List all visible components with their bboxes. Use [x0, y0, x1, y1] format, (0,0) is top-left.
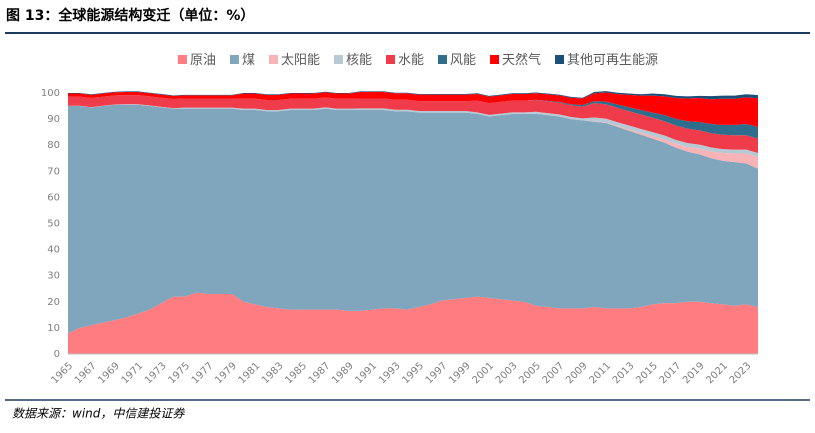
x-tick-label: 1987 [307, 360, 333, 386]
x-tick-label: 1973 [143, 360, 169, 386]
x-tick-label: 2013 [611, 360, 637, 386]
x-tick-label: 2007 [541, 360, 567, 386]
legend-label: 原油 [190, 53, 216, 68]
legend-swatch [490, 55, 500, 64]
x-tick-label: 1981 [237, 360, 263, 386]
y-tick-label: 100 [41, 88, 60, 99]
legend-swatch [177, 55, 187, 64]
y-tick-label: 20 [47, 297, 60, 308]
x-tick-label: 1975 [166, 360, 192, 386]
x-tick-label: 1999 [447, 360, 473, 386]
y-tick-label: 10 [47, 323, 60, 334]
y-tick-label: 50 [47, 219, 60, 230]
y-tick-label: 40 [47, 245, 60, 256]
x-tick-label: 2017 [658, 360, 684, 386]
area [68, 91, 758, 100]
x-tick-label: 1989 [330, 360, 356, 386]
x-tick-label: 1969 [96, 360, 122, 386]
legend-label: 核能 [346, 53, 372, 68]
x-tick-label: 1983 [260, 360, 286, 386]
x-tick-label: 1991 [354, 360, 380, 386]
x-tick-label: 2015 [634, 360, 660, 386]
legend-swatch [386, 55, 395, 64]
x-tick-label: 1985 [283, 360, 309, 386]
x-tick-label: 2023 [728, 360, 754, 386]
x-tick-label: 2003 [494, 360, 520, 386]
legend-swatch [333, 55, 343, 64]
x-tick-label: 1997 [424, 360, 450, 386]
legend-label: 风能 [450, 53, 476, 68]
x-tick-label: 1993 [377, 360, 403, 386]
x-tick-label: 2009 [564, 360, 590, 386]
x-tick-label: 1979 [213, 360, 239, 386]
y-tick-label: 0 [54, 349, 60, 360]
legend: 原油 煤 太阳能 核能 水能 风能 天然气 其他可再生能源 [177, 52, 658, 68]
y-tick-label: 80 [47, 140, 60, 151]
x-tick-label: 1971 [120, 360, 146, 386]
area [68, 292, 758, 354]
area [68, 95, 758, 154]
y-tick-label: 30 [47, 271, 60, 282]
legend-swatch [438, 55, 448, 64]
x-tick-label: 1965 [49, 360, 75, 386]
legend-label: 其他可再生能源 [567, 53, 658, 68]
x-tick-label: 2021 [704, 360, 730, 386]
legend-label: 太阳能 [281, 53, 320, 68]
figure-title: 图 13：全球能源结构变迁（单位：%） [6, 7, 254, 24]
x-tick-label: 2001 [470, 360, 496, 386]
area [68, 91, 758, 127]
x-tick-label: 1995 [400, 360, 426, 386]
y-tick-label: 70 [47, 166, 60, 177]
x-tick-label: 1977 [190, 360, 216, 386]
legend-label: 水能 [398, 53, 424, 68]
legend-swatch [229, 55, 239, 64]
y-tick-label: 90 [47, 114, 60, 125]
legend-label: 煤 [242, 53, 255, 68]
legend-label: 天然气 [502, 52, 541, 68]
x-tick-label: 1967 [73, 360, 99, 386]
x-tick-label: 2011 [587, 360, 613, 386]
legend-swatch [555, 55, 565, 64]
legend-swatch [268, 55, 278, 64]
x-tick-label: 2019 [681, 360, 707, 386]
source-note: 数据来源：wind，中信建投证券 [12, 407, 185, 421]
area [68, 104, 758, 334]
x-tick-label: 2005 [517, 360, 543, 386]
y-tick-label: 60 [47, 192, 60, 203]
